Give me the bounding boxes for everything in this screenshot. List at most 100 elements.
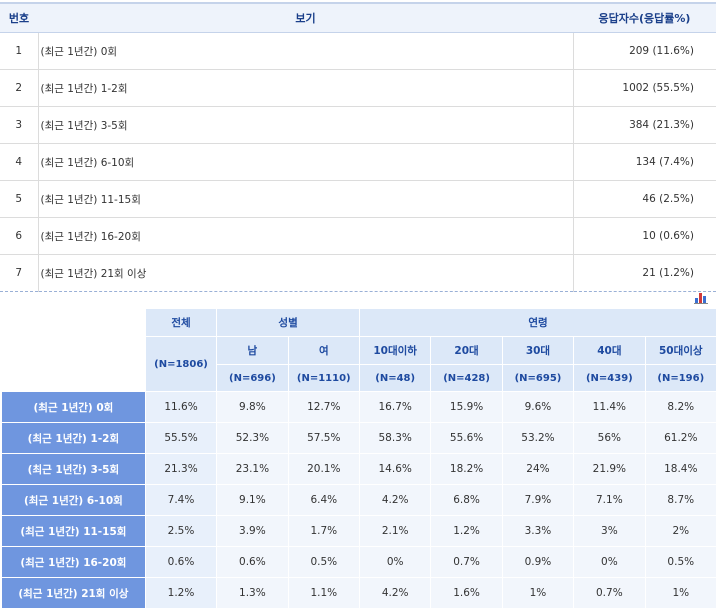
cell-value: 58.3%	[359, 423, 431, 453]
header-gender: 성별	[217, 309, 359, 336]
cell-value: 20.1%	[288, 454, 359, 484]
crosstab-header-row: 전체 성별 연령	[2, 309, 716, 391]
n-male: (N=696)	[217, 365, 288, 391]
cell-total: 0.6%	[145, 547, 217, 577]
row-option: (최근 1년간) 16-20회	[38, 217, 574, 255]
cell-total: 21.3%	[145, 454, 217, 484]
cell-value: 18.4%	[645, 454, 716, 484]
row-label: (최근 1년간) 3-5회	[2, 454, 145, 484]
cell-value: 2.1%	[359, 516, 431, 546]
cell-value: 0.5%	[288, 547, 359, 577]
cell-value: 7.1%	[574, 485, 645, 515]
header-age-20s: 20대	[431, 337, 502, 364]
row-number: 6	[0, 217, 39, 255]
cell-total: 7.4%	[145, 485, 217, 515]
cell-value: 1.7%	[288, 516, 359, 546]
row-number: 3	[0, 106, 39, 144]
cell-total: 11.6%	[145, 392, 217, 422]
n-age-20s: (N=428)	[431, 365, 502, 391]
bar-chart-icon[interactable]	[694, 292, 708, 304]
header-age: 연령	[359, 309, 716, 336]
row-option: (최근 1년간) 6-10회	[38, 143, 574, 181]
cell-value: 16.7%	[359, 392, 431, 422]
header-age-50s: 50대이상	[645, 337, 716, 364]
cell-value: 1.6%	[431, 578, 502, 608]
cell-value: 14.6%	[359, 454, 431, 484]
table-row: (최근 1년간) 21회 이상 1.2% 1.3% 1.1% 4.2% 1.6%…	[2, 578, 716, 608]
cell-value: 4.2%	[359, 485, 431, 515]
cell-value: 57.5%	[288, 423, 359, 453]
cell-value: 9.1%	[217, 485, 288, 515]
table-row: 6 (최근 1년간) 16-20회 10 (0.6%)	[0, 217, 716, 255]
row-number: 4	[0, 143, 39, 181]
row-label: (최근 1년간) 11-15회	[2, 516, 145, 546]
row-number: 2	[0, 69, 39, 107]
cell-value: 3.3%	[502, 516, 574, 546]
cell-total: 2.5%	[145, 516, 217, 546]
cell-value: 2%	[645, 516, 716, 546]
row-number: 1	[0, 32, 39, 70]
row-option: (최근 1년간) 1-2회	[38, 69, 574, 107]
row-count: 10 (0.6%)	[573, 217, 716, 255]
table-row: (최근 1년간) 3-5회 21.3% 23.1% 20.1% 14.6% 18…	[2, 454, 716, 484]
cell-value: 1%	[645, 578, 716, 608]
row-label: (최근 1년간) 1-2회	[2, 423, 145, 453]
cell-value: 6.4%	[288, 485, 359, 515]
table-row: (최근 1년간) 11-15회 2.5% 3.9% 1.7% 2.1% 1.2%…	[2, 516, 716, 546]
cell-value: 1.2%	[431, 516, 502, 546]
cell-value: 0.7%	[431, 547, 502, 577]
header-count: 응답자수(응답률%)	[573, 2, 716, 33]
cell-value: 1.1%	[288, 578, 359, 608]
header-total: 전체	[145, 309, 217, 336]
table-row: 3 (최근 1년간) 3-5회 384 (21.3%)	[0, 106, 716, 144]
row-label: (최근 1년간) 16-20회	[2, 547, 145, 577]
n-female: (N=1110)	[288, 365, 359, 391]
header-age-40s: 40대	[574, 337, 645, 364]
cell-value: 0%	[359, 547, 431, 577]
cell-value: 9.6%	[502, 392, 574, 422]
cell-value: 12.7%	[288, 392, 359, 422]
header-number: 번호	[0, 2, 38, 33]
row-count: 384 (21.3%)	[573, 106, 716, 144]
header-female: 여	[288, 337, 359, 364]
cell-value: 11.4%	[574, 392, 645, 422]
response-table: 번호 보기 응답자수(응답률%) 1 (최근 1년간) 0회 209 (11.6…	[0, 2, 716, 292]
table-row: (최근 1년간) 1-2회 55.5% 52.3% 57.5% 58.3% 55…	[2, 423, 716, 453]
row-count: 209 (11.6%)	[573, 32, 716, 70]
cell-value: 8.2%	[645, 392, 716, 422]
row-option: (최근 1년간) 21회 이상	[38, 254, 574, 292]
cell-value: 9.8%	[217, 392, 288, 422]
row-option: (최근 1년간) 0회	[38, 32, 574, 70]
table-row: 7 (최근 1년간) 21회 이상 21 (1.2%)	[0, 254, 716, 292]
header-age-10s: 10대이하	[359, 337, 431, 364]
header-male: 남	[217, 337, 288, 364]
cell-value: 53.2%	[502, 423, 574, 453]
table-row: (최근 1년간) 6-10회 7.4% 9.1% 6.4% 4.2% 6.8% …	[2, 485, 716, 515]
table-row: 4 (최근 1년간) 6-10회 134 (7.4%)	[0, 143, 716, 181]
cell-value: 52.3%	[217, 423, 288, 453]
n-age-40s: (N=439)	[574, 365, 645, 391]
cell-total: 1.2%	[145, 578, 217, 608]
cell-value: 6.8%	[431, 485, 502, 515]
crosstab-subheader-row: (N=1806) 남 여 10대이하 20대 30대 40대 50대이상	[2, 337, 716, 391]
row-number: 7	[0, 254, 39, 292]
cell-value: 7.9%	[502, 485, 574, 515]
response-table-header: 번호 보기 응답자수(응답률%)	[0, 2, 716, 33]
crosstab-table: 전체 성별 연령 (N=1806) 남 여 10대이하 20대 30대 40대 …	[1, 308, 717, 609]
n-age-30s: (N=695)	[502, 365, 574, 391]
header-age-30s: 30대	[502, 337, 574, 364]
row-option: (최근 1년간) 11-15회	[38, 180, 574, 218]
row-number: 5	[0, 180, 39, 218]
corner-cell	[2, 309, 145, 391]
row-count: 1002 (55.5%)	[573, 69, 716, 107]
header-total-n: (N=1806)	[145, 337, 217, 391]
table-row: (최근 1년간) 16-20회 0.6% 0.6% 0.5% 0% 0.7% 0…	[2, 547, 716, 577]
row-count: 46 (2.5%)	[573, 180, 716, 218]
table-row: 1 (최근 1년간) 0회 209 (11.6%)	[0, 32, 716, 70]
cell-value: 1%	[502, 578, 574, 608]
cell-value: 24%	[502, 454, 574, 484]
cell-value: 23.1%	[217, 454, 288, 484]
n-age-10s: (N=48)	[359, 365, 431, 391]
cell-value: 4.2%	[359, 578, 431, 608]
table-row: 2 (최근 1년간) 1-2회 1002 (55.5%)	[0, 69, 716, 107]
